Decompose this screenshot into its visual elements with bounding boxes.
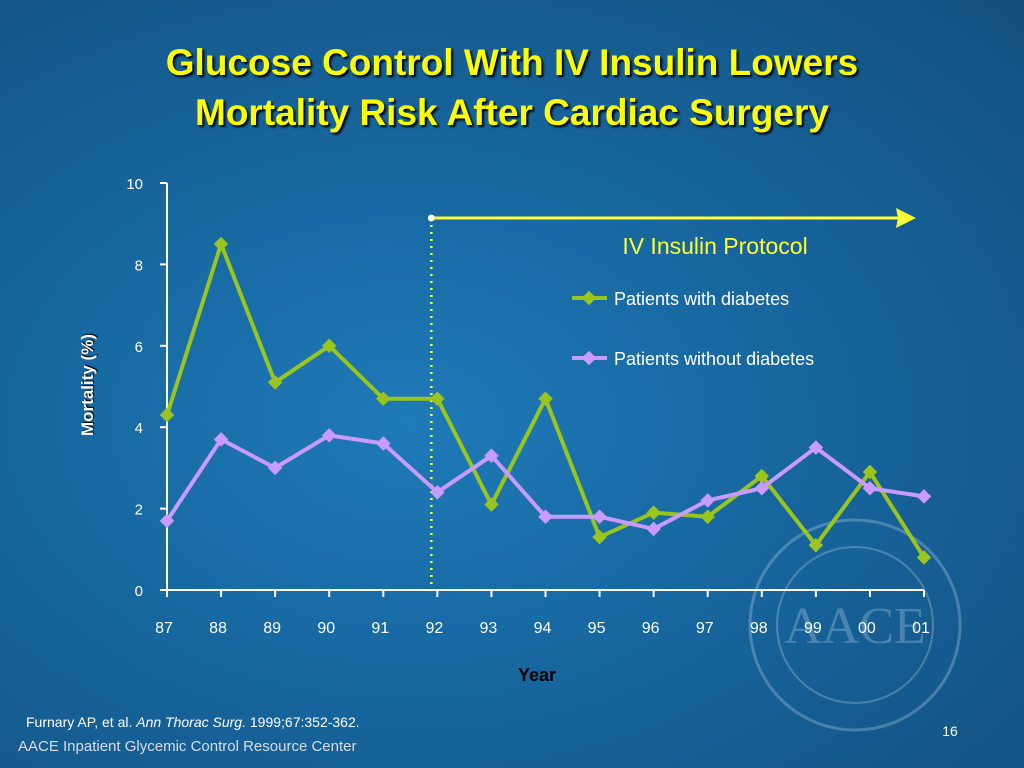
data-point-no-diabetes: [321, 427, 337, 443]
data-point-diabetes: [700, 509, 716, 525]
x-tick-label: 89: [263, 620, 281, 637]
legend-marker-no-diabetes: [581, 350, 597, 366]
y-tick-label: 4: [135, 420, 143, 437]
x-tick-label: 87: [155, 620, 173, 637]
slide-title-line2: Mortality Risk After Cardiac Surgery: [195, 92, 829, 133]
legend-label-diabetes: Patients with diabetes: [614, 289, 789, 309]
x-axis-label: Year: [517, 665, 557, 685]
data-point-diabetes: [375, 391, 391, 407]
x-tick-label: 98: [750, 620, 768, 637]
y-axis-label: Mortality (%): [78, 334, 97, 436]
data-point-diabetes: [592, 529, 607, 545]
footer-text: AACE Inpatient Glycemic Control Resource…: [18, 738, 357, 755]
x-tick-label: 88: [209, 620, 227, 637]
data-point-diabetes: [213, 236, 229, 252]
seal-text: AACE: [784, 598, 926, 655]
data-point-no-diabetes: [430, 484, 445, 500]
y-tick-label: 0: [135, 583, 143, 600]
data-point-no-diabetes: [267, 460, 283, 476]
x-tick-label: 99: [804, 620, 822, 637]
x-tick-label: 91: [371, 620, 389, 637]
data-point-no-diabetes: [484, 448, 499, 464]
data-point-no-diabetes: [916, 489, 932, 504]
slide-title: Glucose Control With IV Insulin Lowers M…: [0, 38, 1024, 138]
y-tick-label: 6: [135, 339, 143, 356]
slide-title-line1: Glucose Control With IV Insulin Lowers: [165, 42, 859, 83]
x-tick-label: 95: [588, 620, 606, 637]
legend-label-no-diabetes: Patients without diabetes: [614, 349, 814, 369]
data-point-diabetes: [321, 338, 337, 354]
data-point-no-diabetes: [862, 480, 878, 496]
data-point-diabetes: [862, 464, 878, 480]
data-point-diabetes: [484, 497, 499, 512]
data-point-no-diabetes: [213, 432, 229, 447]
data-point-no-diabetes: [700, 493, 716, 508]
citation-ref: 1999;67:352-362.: [245, 714, 360, 730]
data-point-diabetes: [646, 505, 661, 521]
x-tick-label: 97: [696, 620, 714, 637]
legend-marker-diabetes: [581, 290, 597, 306]
data-point-diabetes: [808, 537, 824, 553]
data-point-diabetes: [159, 407, 175, 423]
x-tick-label: 01: [912, 620, 930, 637]
x-tick-label: 92: [425, 620, 443, 637]
y-tick-label: 2: [135, 502, 143, 519]
data-point-diabetes: [538, 391, 553, 407]
data-point-no-diabetes: [646, 521, 661, 537]
data-point-no-diabetes: [159, 513, 175, 529]
data-point-no-diabetes: [375, 436, 391, 451]
x-tick-label: 94: [534, 620, 552, 637]
data-point-no-diabetes: [592, 509, 607, 525]
data-point-no-diabetes: [808, 440, 824, 455]
data-point-diabetes: [916, 550, 932, 565]
citation: Furnary AP, et al. Ann Thorac Surg. 1999…: [26, 714, 360, 730]
citation-journal: Ann Thorac Surg.: [136, 714, 246, 730]
protocol-arrow-head: [896, 208, 916, 228]
aace-seal-watermark: AACE: [748, 518, 962, 732]
data-point-diabetes: [267, 375, 283, 390]
citation-author: Furnary AP, et al.: [26, 714, 137, 730]
x-tick-label: 96: [642, 620, 660, 637]
data-point-no-diabetes: [754, 480, 770, 496]
protocol-label: IV Insulin Protocol: [622, 233, 807, 259]
x-tick-label: 90: [317, 620, 335, 637]
y-tick-label: 10: [126, 176, 143, 193]
data-point-no-diabetes: [538, 509, 553, 525]
protocol-start-dot: [427, 214, 435, 222]
page-number: 16: [942, 723, 958, 739]
x-tick-label: 00: [858, 620, 876, 637]
x-tick-label: 93: [480, 620, 498, 637]
data-point-diabetes: [430, 391, 445, 407]
y-tick-label: 8: [135, 257, 143, 274]
